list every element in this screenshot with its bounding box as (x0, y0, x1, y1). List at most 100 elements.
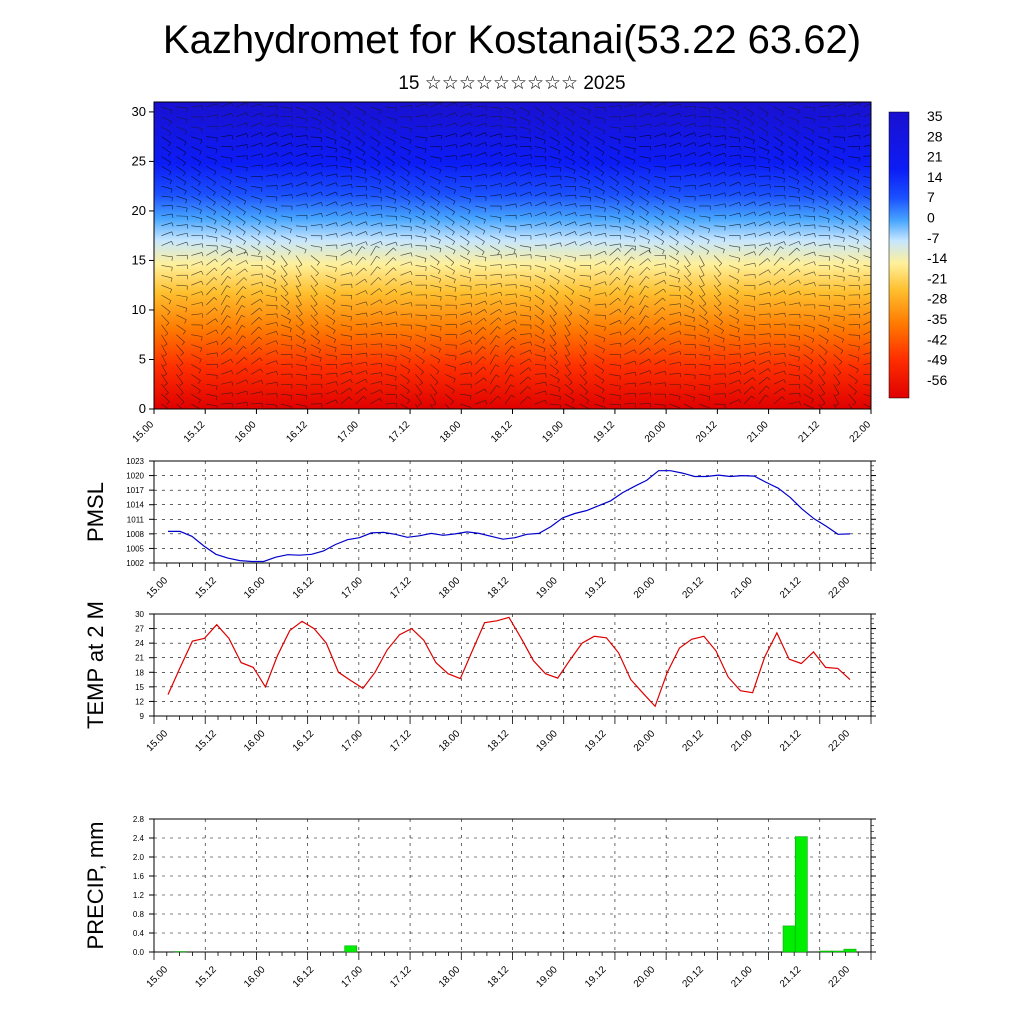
wind-barb (415, 393, 422, 404)
wind-barb-flag (722, 110, 725, 115)
wind-barb-flag (306, 152, 308, 157)
wind-barb (295, 235, 307, 239)
wind-barb-flag (515, 302, 517, 307)
wind-barb (519, 201, 531, 207)
wind-barb (474, 317, 485, 326)
wind-barb-flag (856, 369, 859, 374)
wind-barb (743, 222, 755, 227)
wind-barb-flag (662, 250, 665, 255)
wind-barb (415, 205, 425, 212)
wind-barb-flag (231, 135, 233, 140)
wind-barb (295, 265, 302, 276)
wind-barb-flag (183, 152, 186, 156)
wind-barb-flag (242, 295, 246, 299)
wind-barb (788, 247, 798, 256)
wind-barb-flag (438, 239, 441, 244)
wind-barb-flag (186, 233, 189, 238)
heatmap-x-tick-label: 21.12 (796, 419, 822, 445)
wind-barb (639, 258, 649, 266)
precip-bar (843, 948, 857, 953)
wind-barb (206, 286, 215, 296)
wind-barb-flag (647, 258, 651, 262)
wind-barb-flag (364, 279, 368, 283)
wind-barb (699, 354, 711, 357)
wind-barb (743, 368, 754, 375)
wind-barb (714, 192, 725, 197)
wind-barb-flag (587, 310, 590, 314)
wind-barb (594, 126, 606, 131)
wind-barb (609, 248, 619, 256)
wind-barb (758, 313, 770, 316)
wind-barb-flag (500, 133, 503, 138)
wind-barb (773, 116, 784, 123)
wind-barb-flag (362, 122, 366, 127)
wind-barb (714, 162, 725, 167)
wind-barb (669, 153, 681, 157)
wind-barb-flag (567, 323, 572, 327)
wind-barb (265, 225, 276, 232)
wind-barb (684, 304, 695, 310)
wind-barb-flag (182, 411, 185, 414)
wind-barb-flag (768, 269, 771, 274)
heatmap-x-tick-label: 16.12 (284, 419, 310, 445)
wind-barb (818, 393, 826, 404)
wind-barb (833, 275, 845, 278)
wind-barb-flag (485, 162, 488, 167)
wind-barb (460, 361, 471, 365)
wind-barb-flag (181, 341, 185, 346)
wind-barb (594, 250, 605, 256)
y-tick-label: 0.0 (133, 948, 145, 957)
wind-barb (728, 275, 739, 281)
wind-barb-flag (566, 354, 571, 357)
wind-barb-flag (226, 315, 231, 318)
wind-barb (848, 354, 860, 359)
wind-barb-flag (227, 325, 232, 329)
wind-barb (534, 165, 546, 167)
wind-barb (385, 257, 394, 266)
wind-barb-flag (454, 178, 457, 183)
wind-barb-flag (514, 182, 518, 187)
wind-barb-flag (470, 302, 473, 307)
wind-barb-flag (821, 393, 825, 396)
wind-barb (236, 122, 247, 128)
wind-barb (490, 283, 501, 286)
wind-barb (400, 215, 412, 220)
wind-barb (788, 324, 800, 326)
y-axis-label: TEMP at 2 M (83, 601, 108, 729)
wind-barb-flag (709, 162, 712, 166)
wind-barb (579, 231, 591, 236)
wind-barb-flag (246, 102, 249, 107)
wind-barb (161, 403, 170, 409)
wind-barb (206, 383, 218, 387)
x-tick-label: 16.12 (291, 575, 317, 601)
wind-barb-flag (336, 173, 338, 178)
wind-barb (176, 344, 184, 354)
wind-barb (639, 225, 650, 232)
wind-barb-flag (395, 241, 398, 246)
wind-barb-flag (335, 201, 338, 206)
wind-barb (863, 403, 871, 408)
wind-barb (310, 224, 322, 227)
wind-barb-flag (736, 319, 740, 324)
wind-barb (669, 403, 680, 408)
wind-barb-flag (407, 172, 410, 176)
wind-barb (370, 222, 382, 227)
wind-barb (310, 285, 318, 295)
wind-barb-flag (376, 255, 381, 259)
wind-barb (788, 302, 800, 306)
wind-barb (669, 361, 681, 365)
wind-barb-flag (500, 194, 502, 199)
wind-barb (639, 392, 651, 395)
y-tick-label: 21 (135, 654, 144, 663)
wind-barb-flag (738, 389, 742, 394)
wind-barb (176, 176, 187, 183)
wind-barb (579, 146, 589, 154)
wind-barb (818, 255, 830, 258)
wind-barb-flag (692, 219, 695, 224)
wind-barb (579, 314, 589, 322)
wind-barb-flag (305, 395, 308, 400)
x-tick-label: 17.12 (388, 728, 414, 754)
wind-barb (684, 374, 696, 376)
wind-barb (818, 403, 824, 409)
